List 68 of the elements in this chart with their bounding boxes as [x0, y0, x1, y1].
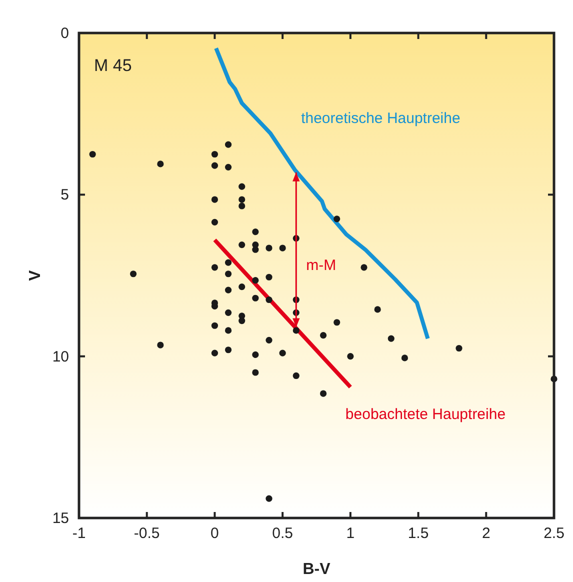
point	[224, 141, 232, 148]
x-tick-label: 0	[210, 525, 219, 542]
point	[388, 335, 394, 342]
point	[252, 277, 259, 284]
point	[266, 244, 272, 252]
point	[266, 296, 272, 304]
point	[252, 369, 259, 376]
x-tick-label: -1	[72, 525, 86, 542]
point	[238, 317, 246, 324]
point	[211, 350, 218, 356]
x-axis-title: B-V	[302, 561, 331, 578]
point	[252, 351, 259, 358]
point	[89, 150, 96, 158]
point	[224, 346, 232, 354]
point	[238, 196, 246, 203]
point	[279, 350, 286, 356]
series-label: theoretische Hauptreihe	[301, 110, 460, 128]
point	[266, 336, 272, 344]
point	[211, 162, 218, 169]
y-tick-label: 15	[52, 510, 69, 527]
point	[320, 332, 327, 339]
series-label: beobachtete Hauptreihe	[345, 406, 506, 424]
point	[334, 319, 340, 326]
point	[224, 270, 232, 278]
y-tick-label: 5	[60, 186, 69, 204]
annotation: m-M	[306, 256, 336, 274]
point	[224, 327, 232, 334]
point	[211, 150, 218, 158]
point	[347, 353, 354, 360]
point	[224, 164, 232, 170]
y-tick-label: 10	[52, 348, 69, 366]
point	[211, 264, 218, 271]
point	[157, 160, 164, 168]
point	[401, 354, 408, 362]
point	[238, 284, 246, 290]
annotation: M 45	[94, 56, 132, 75]
point	[292, 327, 300, 334]
point	[252, 228, 259, 236]
point	[320, 390, 327, 397]
point	[238, 202, 246, 210]
point	[266, 274, 272, 280]
point	[224, 286, 232, 294]
point	[224, 259, 232, 266]
point	[211, 218, 218, 226]
x-tick-label: 1	[346, 525, 355, 542]
point	[252, 294, 259, 302]
x-tick-label: 2.5	[544, 525, 564, 542]
point	[374, 306, 381, 313]
x-tick-label: 1.5	[408, 525, 429, 542]
y-tick-label: 0	[60, 25, 69, 42]
point	[292, 372, 300, 380]
point	[211, 196, 218, 203]
point	[334, 216, 340, 222]
point	[224, 309, 232, 316]
point	[279, 244, 286, 252]
point	[456, 344, 462, 352]
point	[360, 264, 368, 271]
x-tick-label: 2	[482, 525, 490, 542]
point	[130, 270, 137, 278]
point	[252, 246, 259, 253]
point	[211, 322, 218, 329]
point	[238, 241, 246, 248]
x-tick-label: 0.5	[272, 525, 293, 542]
y-axis-title: V	[27, 270, 44, 281]
x-tick-label: -0.5	[134, 525, 160, 542]
point	[157, 342, 164, 348]
point	[238, 183, 246, 190]
point	[266, 495, 272, 502]
